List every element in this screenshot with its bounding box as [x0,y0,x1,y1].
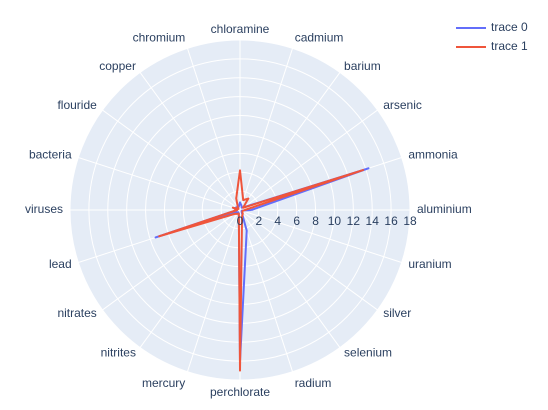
spoke-copper [139,72,241,211]
category-label-bacteria: bacteria [29,147,72,161]
category-label-copper: copper [99,59,136,73]
category-label-nitrites: nitrites [101,345,136,359]
category-label-viruses: viruses [25,202,63,216]
spoke-selenium [239,209,341,348]
spoke-flouride [102,109,241,211]
legend-label-trace-0: trace 0 [491,20,528,34]
radial-tick-label-0: 0 [237,214,244,228]
spoke-radium [239,209,294,372]
radial-tick-label-8: 8 [312,214,319,228]
category-label-aluminium: aluminium [417,202,472,216]
spoke-bacteria [78,156,241,211]
radial-tick-labels: 0 2 4 6 8 10 12 14 16 18 [237,214,417,228]
category-label-barium: barium [344,59,381,73]
radial-tick-label-4: 4 [274,214,281,228]
category-label-ammonia: ammonia [408,147,458,161]
category-label-lead: lead [49,257,72,271]
radial-tick-label-18: 18 [403,214,417,228]
series-line-trace-1 [158,169,365,372]
spoke-arsenic [239,109,378,211]
spoke-cadmium [239,48,294,211]
radial-tick-label-10: 10 [328,214,342,228]
category-label-silver: silver [383,306,411,320]
spoke-uranium [239,209,402,264]
spoke-nitrites [139,209,241,348]
category-label-selenium: selenium [344,345,392,359]
series-layer [154,167,370,372]
category-label-mercury: mercury [142,376,185,390]
category-label-cadmium: cadmium [295,31,344,45]
category-label-perchlorate: perchlorate [210,385,270,399]
category-label-nitrates: nitrates [57,306,96,320]
category-label-arsenic: arsenic [383,98,422,112]
category-label-flouride: flouride [57,98,97,112]
radial-tick-label-16: 16 [384,214,398,228]
radial-tick-label-2: 2 [256,214,263,228]
spoke-barium [239,72,341,211]
category-label-chloramine: chloramine [211,22,270,36]
category-label-chromium: chromium [133,31,186,45]
radial-tick-label-6: 6 [293,214,300,228]
radial-tick-label-14: 14 [366,214,380,228]
spoke-silver [239,209,378,311]
spoke-chromium [186,48,241,211]
radial-tick-label-12: 12 [347,214,361,228]
category-label-radium: radium [295,376,332,390]
legend: trace 0 trace 1 [456,20,528,53]
legend-label-trace-1: trace 1 [491,39,528,53]
spoke-mercury [186,209,241,372]
spoke-nitrates [102,209,241,311]
category-label-uranium: uranium [408,257,451,271]
